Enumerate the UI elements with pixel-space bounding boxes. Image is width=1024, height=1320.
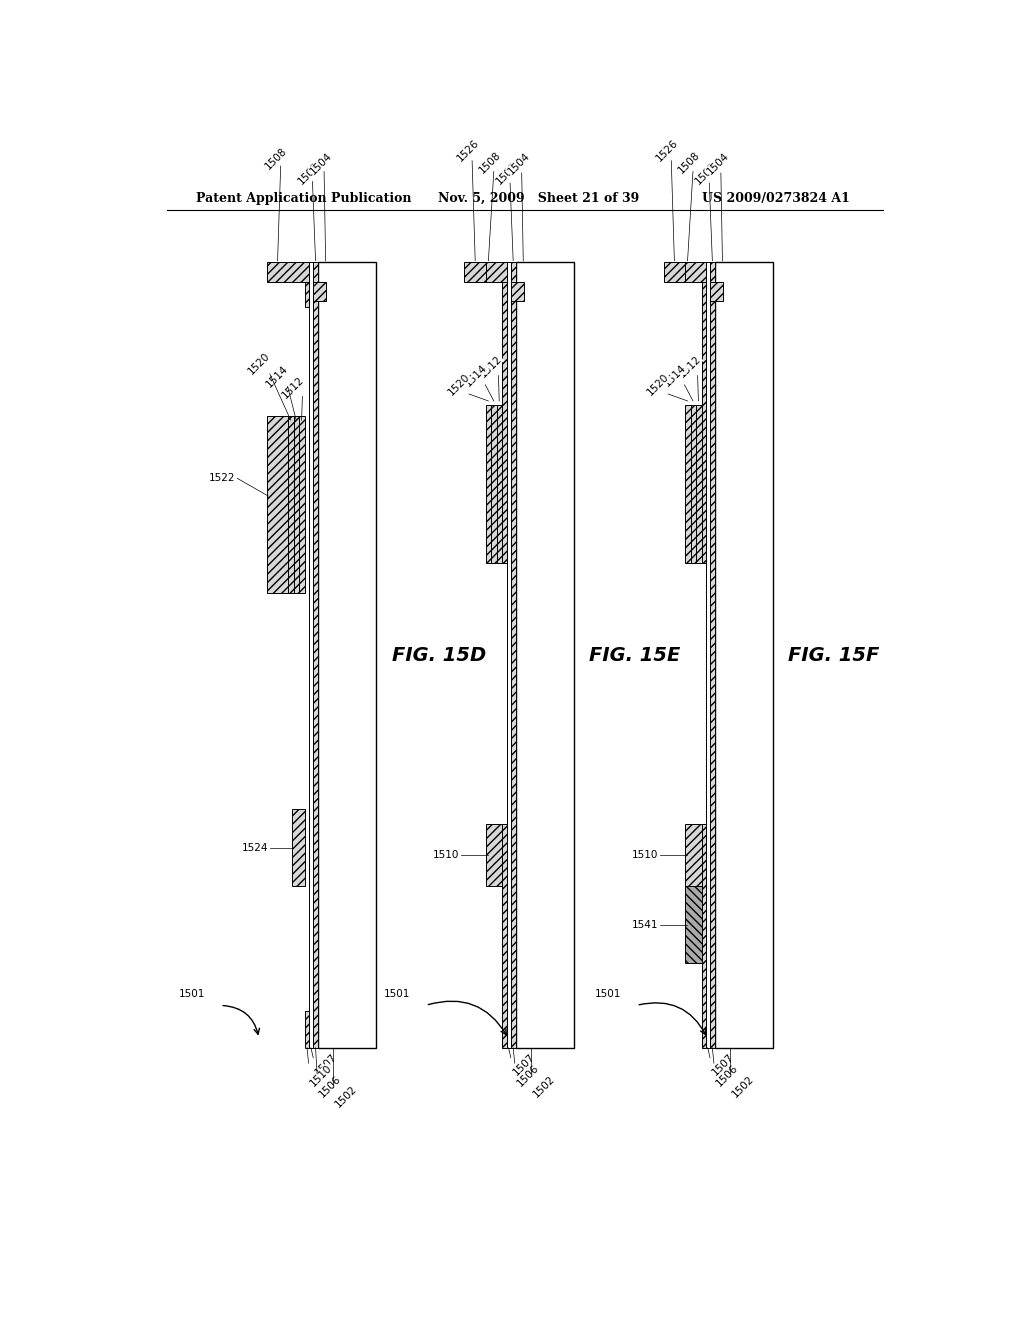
Text: 1502: 1502 bbox=[730, 1073, 756, 1100]
Text: 1504: 1504 bbox=[308, 150, 334, 177]
Text: 1514: 1514 bbox=[663, 363, 688, 388]
Bar bbox=[317, 263, 376, 1048]
Bar bbox=[305, 1011, 309, 1048]
Text: FIG. 15F: FIG. 15F bbox=[788, 645, 880, 664]
Text: 1507: 1507 bbox=[710, 1052, 736, 1077]
Text: 1504: 1504 bbox=[705, 150, 731, 177]
Bar bbox=[309, 263, 313, 1048]
Bar bbox=[486, 825, 503, 886]
Text: 1507: 1507 bbox=[313, 1052, 339, 1077]
Text: 1506: 1506 bbox=[317, 1073, 343, 1100]
Text: 1508: 1508 bbox=[676, 149, 702, 176]
Bar bbox=[492, 405, 497, 562]
Bar bbox=[313, 281, 327, 301]
Bar bbox=[464, 263, 486, 281]
Bar bbox=[701, 825, 707, 1048]
Text: 1501: 1501 bbox=[178, 989, 205, 999]
Bar bbox=[696, 405, 701, 562]
Bar bbox=[515, 263, 573, 1048]
Text: 1520: 1520 bbox=[446, 372, 472, 397]
Text: 1524: 1524 bbox=[242, 842, 268, 853]
Bar bbox=[289, 416, 294, 594]
Text: 1526: 1526 bbox=[654, 137, 680, 164]
Text: 1508: 1508 bbox=[263, 145, 289, 172]
Text: 1510: 1510 bbox=[308, 1063, 334, 1088]
Text: US 2009/0273824 A1: US 2009/0273824 A1 bbox=[701, 191, 849, 205]
Bar bbox=[690, 405, 696, 562]
Text: 1501: 1501 bbox=[595, 989, 621, 999]
Text: 1512: 1512 bbox=[281, 374, 306, 400]
Text: Patent Application Publication: Patent Application Publication bbox=[197, 191, 412, 205]
Text: 1505: 1505 bbox=[297, 161, 323, 186]
Text: 1522: 1522 bbox=[209, 474, 236, 483]
Bar bbox=[710, 263, 715, 1048]
Text: 1508: 1508 bbox=[477, 149, 503, 176]
Bar bbox=[710, 281, 723, 301]
Text: 1514: 1514 bbox=[264, 363, 290, 389]
Bar bbox=[511, 281, 524, 301]
Bar bbox=[507, 263, 511, 1048]
Text: 1506: 1506 bbox=[515, 1063, 541, 1088]
Text: 1520: 1520 bbox=[645, 372, 671, 397]
Text: 1526: 1526 bbox=[456, 137, 481, 164]
Bar bbox=[299, 416, 305, 594]
Bar bbox=[685, 825, 701, 886]
Text: 1512: 1512 bbox=[478, 354, 504, 379]
Text: 1505: 1505 bbox=[693, 161, 719, 186]
Bar bbox=[313, 263, 317, 1048]
Text: 1504: 1504 bbox=[506, 150, 531, 177]
Bar bbox=[685, 263, 707, 281]
Bar bbox=[685, 886, 701, 964]
Text: 1512: 1512 bbox=[677, 354, 702, 379]
Bar bbox=[497, 405, 503, 562]
Bar bbox=[715, 263, 773, 1048]
Text: 1514: 1514 bbox=[463, 363, 488, 388]
Text: 1505: 1505 bbox=[495, 161, 520, 186]
Text: Nov. 5, 2009   Sheet 21 of 39: Nov. 5, 2009 Sheet 21 of 39 bbox=[438, 191, 639, 205]
Bar bbox=[486, 263, 507, 281]
Text: 1502: 1502 bbox=[531, 1073, 557, 1100]
Bar bbox=[294, 416, 299, 594]
Text: 1506: 1506 bbox=[714, 1063, 739, 1088]
Bar bbox=[511, 263, 515, 1048]
Bar bbox=[305, 263, 309, 308]
Text: FIG. 15E: FIG. 15E bbox=[589, 645, 681, 664]
Bar bbox=[503, 263, 507, 562]
Bar bbox=[685, 405, 690, 562]
Bar bbox=[701, 263, 707, 562]
Text: 1520: 1520 bbox=[246, 351, 271, 376]
Text: FIG. 15D: FIG. 15D bbox=[391, 645, 485, 664]
Bar bbox=[503, 825, 507, 1048]
Bar bbox=[266, 263, 309, 281]
Bar bbox=[266, 416, 289, 594]
Bar bbox=[707, 263, 710, 1048]
Text: 1541: 1541 bbox=[632, 920, 658, 929]
Bar bbox=[486, 405, 492, 562]
Text: 1501: 1501 bbox=[384, 989, 410, 999]
Text: 1507: 1507 bbox=[511, 1052, 537, 1077]
Text: 1510: 1510 bbox=[432, 850, 459, 861]
Text: 1510: 1510 bbox=[632, 850, 658, 861]
Bar bbox=[292, 809, 305, 886]
Text: 1502: 1502 bbox=[334, 1084, 359, 1110]
Bar bbox=[664, 263, 685, 281]
